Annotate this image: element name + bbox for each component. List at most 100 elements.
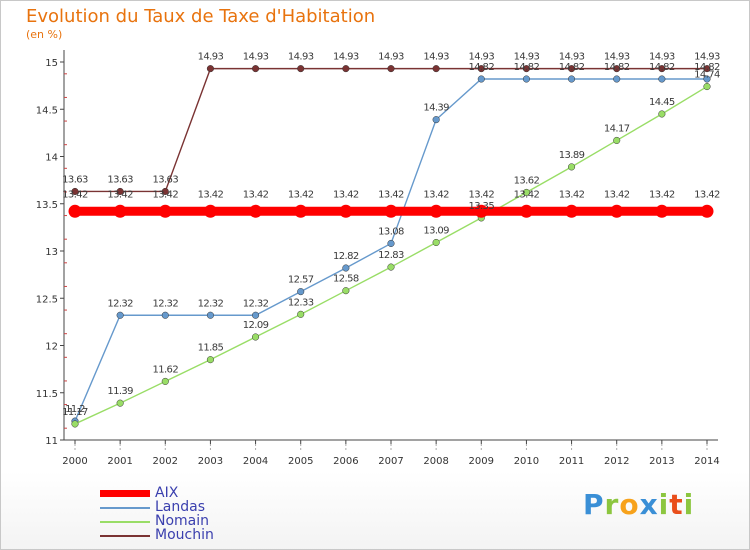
data-point bbox=[161, 377, 169, 385]
legend-swatch bbox=[100, 535, 150, 537]
data-point bbox=[429, 204, 443, 218]
line-chart: 11 11.5 12 12.5 13 13.5 14 14.5 15 2000 2001 2002 20… bbox=[36, 50, 721, 467]
data-point bbox=[161, 311, 169, 319]
labels-nomain: 11.17 11.39 11.62 11.85 12.09 12.33 12.58 12.83… bbox=[62, 70, 720, 418]
x-tick-label: 2010 bbox=[514, 456, 539, 467]
data-label: 12.32 bbox=[243, 298, 269, 309]
data-label: 11.17 bbox=[62, 407, 88, 418]
y-tick-label: 14.5 bbox=[36, 105, 58, 116]
logo-letter: t bbox=[669, 488, 684, 521]
data-label: 13.42 bbox=[378, 189, 404, 200]
data-label: 13.09 bbox=[423, 225, 449, 236]
legend-swatch bbox=[100, 507, 150, 509]
x-tick-label: 2001 bbox=[107, 456, 132, 467]
data-point bbox=[297, 65, 305, 73]
data-label: 14.93 bbox=[694, 52, 720, 63]
data-label: 12.32 bbox=[198, 298, 224, 309]
chart-title: Evolution du Taux de Taxe d'Habitation bbox=[26, 6, 376, 27]
x-tick-label: 2003 bbox=[198, 456, 223, 467]
logo-letter: i bbox=[683, 488, 695, 521]
labels-mouchin: 13.63 13.63 13.63 14.93 14.93 14.93 14.93 14.93… bbox=[62, 52, 720, 186]
data-point bbox=[387, 65, 395, 73]
series-mouchin bbox=[71, 65, 711, 196]
data-label: 14.17 bbox=[604, 123, 630, 134]
data-point bbox=[71, 420, 79, 428]
series-nomain bbox=[71, 83, 711, 428]
legend-swatch bbox=[100, 490, 150, 497]
data-point bbox=[113, 204, 127, 218]
data-label: 14.39 bbox=[423, 103, 449, 114]
data-label: 13.08 bbox=[378, 226, 404, 237]
data-point bbox=[158, 204, 172, 218]
data-point bbox=[71, 187, 79, 196]
data-label: 14.93 bbox=[423, 52, 449, 63]
data-label: 14.74 bbox=[694, 70, 720, 81]
data-point bbox=[568, 65, 576, 73]
data-point bbox=[342, 287, 350, 295]
data-label: 13.42 bbox=[694, 189, 720, 200]
legend-label: Nomain bbox=[155, 513, 210, 529]
y-tick-label: 11.5 bbox=[36, 389, 58, 400]
data-point bbox=[203, 204, 217, 218]
data-label: 13.42 bbox=[559, 189, 585, 200]
legend-item-nomain: Nomain bbox=[100, 513, 260, 529]
legend-item-mouchin: Mouchin bbox=[100, 527, 260, 543]
data-point bbox=[116, 399, 124, 407]
data-label: 13.42 bbox=[333, 189, 359, 200]
x-tick-label: 2005 bbox=[288, 456, 313, 467]
data-label: 13.42 bbox=[649, 189, 675, 200]
data-point bbox=[384, 204, 398, 218]
data-label: 13.42 bbox=[288, 189, 314, 200]
y-tick-label: 14 bbox=[45, 153, 58, 164]
data-label: 12.82 bbox=[333, 251, 359, 262]
x-tick-label: 2007 bbox=[378, 456, 403, 467]
data-label: 13.42 bbox=[604, 189, 630, 200]
data-point bbox=[342, 264, 350, 272]
data-point bbox=[568, 163, 576, 171]
data-point bbox=[432, 238, 440, 247]
data-label: 14.82 bbox=[604, 62, 630, 73]
data-label: 11.62 bbox=[152, 364, 178, 375]
data-point bbox=[474, 204, 488, 218]
logo-letter: o bbox=[619, 488, 640, 521]
data-point bbox=[116, 311, 124, 319]
data-point bbox=[613, 65, 621, 73]
x-tick-label: 2004 bbox=[243, 456, 268, 467]
data-label: 13.42 bbox=[107, 189, 133, 200]
data-label: 14.93 bbox=[378, 52, 404, 63]
data-point bbox=[703, 65, 711, 73]
data-label: 14.93 bbox=[649, 52, 675, 63]
data-label: 14.82 bbox=[559, 62, 585, 73]
data-label: 14.93 bbox=[243, 52, 269, 63]
chart-subtitle: (en %) bbox=[26, 28, 63, 41]
data-point bbox=[252, 65, 260, 73]
legend-item-aix: AIX bbox=[100, 485, 260, 501]
data-point bbox=[206, 311, 214, 319]
x-tick-label: 2012 bbox=[604, 456, 629, 467]
logo-letter: x bbox=[639, 488, 659, 521]
data-label: 13.35 bbox=[468, 201, 494, 212]
data-label: 14.45 bbox=[649, 97, 675, 108]
data-point bbox=[519, 204, 533, 218]
data-label: 12.83 bbox=[378, 250, 404, 261]
x-tick-label: 2011 bbox=[559, 456, 584, 467]
data-point bbox=[658, 110, 666, 118]
logo-letter: r bbox=[604, 488, 620, 521]
data-point bbox=[703, 75, 711, 83]
legend-label: Mouchin bbox=[155, 527, 214, 543]
x-tick-label: 2000 bbox=[62, 456, 87, 467]
data-label: 14.93 bbox=[198, 52, 224, 63]
x-tick-label: 2006 bbox=[333, 456, 358, 467]
data-point bbox=[206, 356, 214, 364]
data-point bbox=[161, 187, 169, 196]
data-point bbox=[522, 65, 530, 73]
data-label: 14.93 bbox=[559, 52, 585, 63]
data-label: 14.82 bbox=[468, 62, 494, 73]
data-point bbox=[342, 65, 350, 73]
data-label: 13.42 bbox=[514, 189, 540, 200]
x-tick-label: 2002 bbox=[153, 456, 178, 467]
data-label: 13.63 bbox=[152, 174, 178, 185]
y-tick-label: 12 bbox=[45, 342, 58, 353]
data-point bbox=[68, 204, 82, 218]
data-label: 13.42 bbox=[423, 189, 449, 200]
